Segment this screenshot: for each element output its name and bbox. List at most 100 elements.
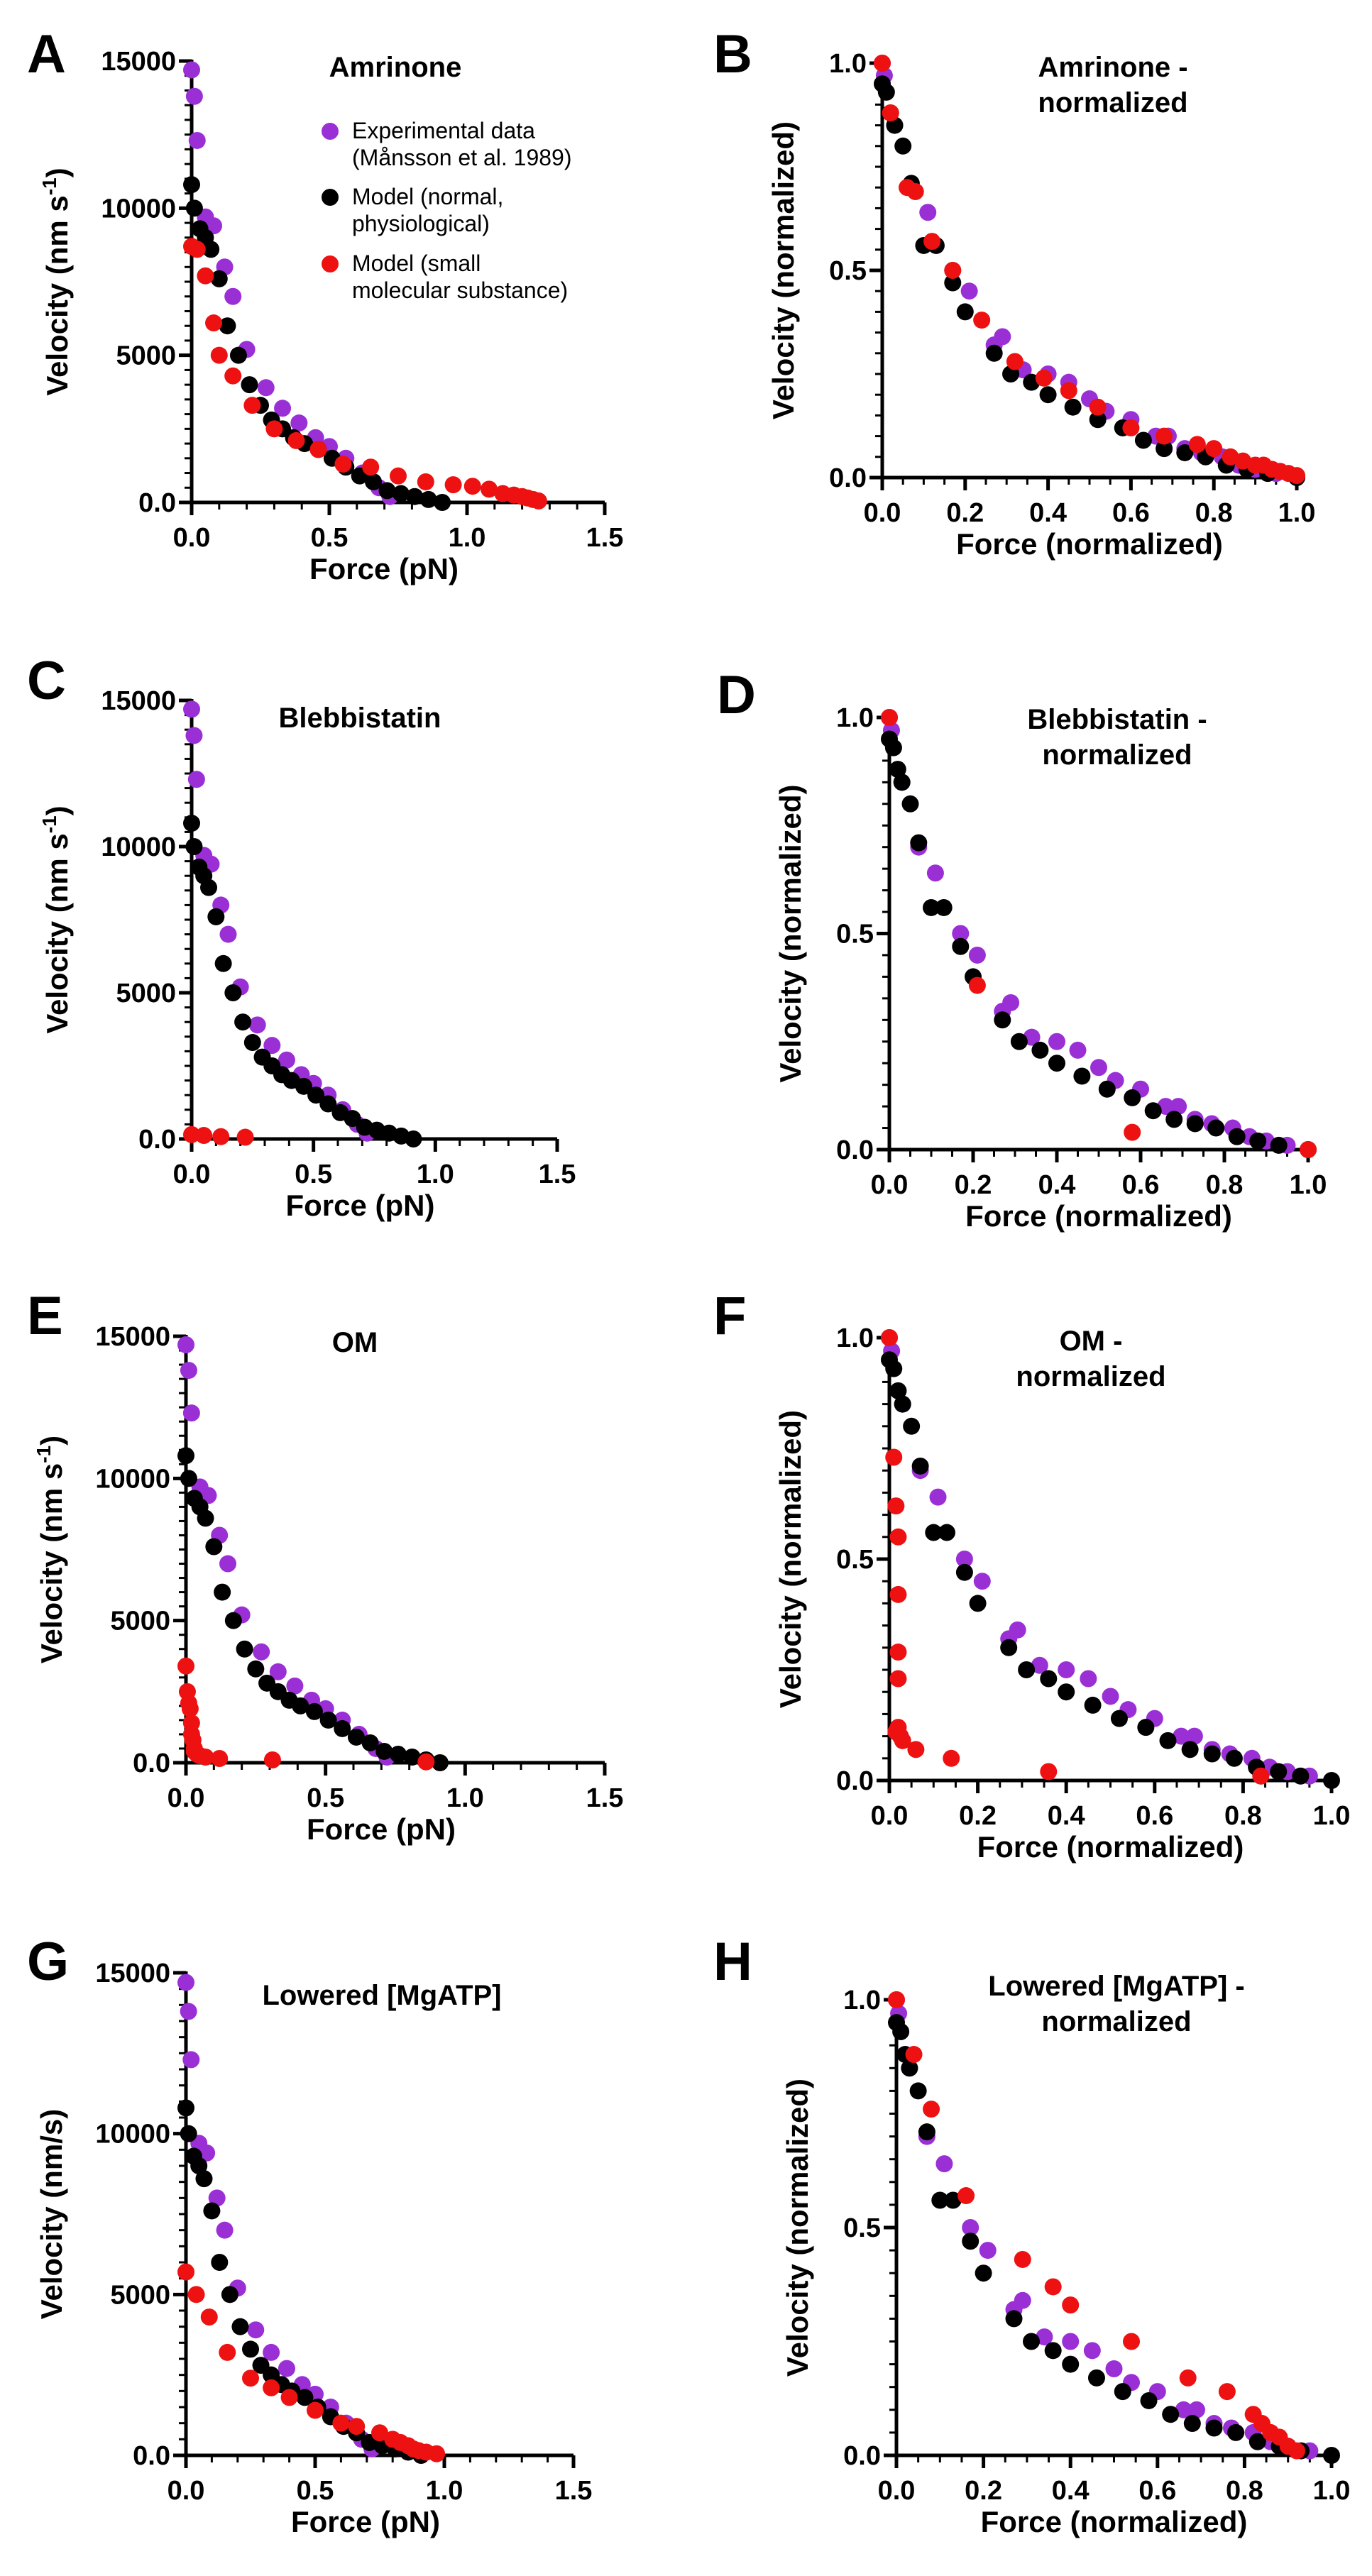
y-tick-label: 10000 <box>95 2120 170 2150</box>
chart-title: Amrinone - <box>1038 52 1187 83</box>
y-label-superscript: -1 <box>33 1446 55 1463</box>
panel-h: H Lowered [MgATP] - normalized 0.0 0.2 0.4 0.6… <box>713 1932 1350 2538</box>
data-point <box>1058 1661 1075 1678</box>
x-tick-label: 0.5 <box>297 2476 334 2506</box>
data-point <box>1252 1767 1270 1785</box>
data-point <box>1144 1102 1162 1120</box>
data-point <box>1089 411 1107 429</box>
data-point <box>224 1612 242 1629</box>
data-point <box>188 131 206 149</box>
data-point <box>180 1362 197 1380</box>
data-point <box>918 2123 935 2141</box>
x-tick-label: 0.4 <box>1029 498 1067 528</box>
series-model-normal <box>874 75 1305 486</box>
x-tick-label: 0.5 <box>295 1160 332 1189</box>
data-point <box>1205 2419 1223 2437</box>
data-point <box>362 458 380 476</box>
data-point <box>1270 1136 1288 1154</box>
data-point <box>242 2369 259 2387</box>
data-point <box>212 1128 230 1145</box>
data-point <box>185 727 203 744</box>
data-point <box>481 480 498 498</box>
data-point <box>231 2318 249 2335</box>
data-point <box>197 1509 214 1527</box>
data-point <box>1009 1621 1026 1639</box>
data-point <box>405 1130 422 1147</box>
data-point <box>207 908 225 925</box>
data-point <box>243 397 261 414</box>
data-point <box>957 2187 975 2205</box>
x-tick-label: 0.0 <box>878 2476 916 2506</box>
y-tick-label: 0.5 <box>829 256 867 286</box>
data-point <box>216 2221 234 2239</box>
data-point <box>935 898 953 916</box>
data-point <box>403 1748 421 1766</box>
y-label-end: ) <box>40 167 74 177</box>
y-tick-label: 5000 <box>116 979 176 1008</box>
data-point <box>1181 1741 1199 1758</box>
data-point <box>263 1751 281 1768</box>
data-point <box>905 2046 923 2064</box>
chart-title: Lowered [MgATP] - <box>988 1971 1244 2002</box>
data-point <box>319 1711 337 1729</box>
data-point <box>292 1697 309 1714</box>
data-point <box>224 287 242 305</box>
y-axis-label: Velocity (normalized) <box>774 784 807 1082</box>
series-model-small <box>177 1657 435 1771</box>
data-point <box>269 1663 287 1680</box>
data-point <box>1105 2360 1123 2378</box>
x-tick-label: 1.0 <box>1313 2476 1351 2506</box>
x-tick-label: 0.5 <box>311 523 349 553</box>
data-point <box>365 473 383 490</box>
y-tick-label: 5000 <box>116 341 176 371</box>
data-point <box>1005 2310 1023 2328</box>
y-tick-label: 15000 <box>95 1322 170 1352</box>
x-axis-label: Force (pN) <box>291 2505 440 2538</box>
data-point <box>1018 1661 1036 1678</box>
data-point <box>938 1524 955 1541</box>
y-tick-label: 0.5 <box>836 1545 874 1575</box>
panel-letter: D <box>717 665 756 725</box>
x-tick-label: 0.5 <box>307 1783 344 1813</box>
y-axis-label: Velocity (nm s-1) <box>38 167 74 395</box>
data-point <box>923 2101 940 2118</box>
x-tick-label: 0.2 <box>959 1801 997 1831</box>
data-point <box>177 2263 194 2281</box>
data-point <box>1205 440 1223 458</box>
x-tick-label: 0.6 <box>1136 1801 1173 1831</box>
data-point <box>1179 2369 1197 2387</box>
data-point <box>177 2099 194 2117</box>
x-tick-label: 1.5 <box>586 1783 624 1813</box>
axes <box>190 699 557 1141</box>
data-point <box>278 1051 295 1069</box>
data-point <box>183 61 200 79</box>
panel-a: A Amrinone 0.0 0.5 1.0 1.5 0.0 5000 10000 15000 Fo… <box>27 24 623 585</box>
chart-title: normalized <box>1042 739 1192 771</box>
data-point <box>305 1702 323 1720</box>
data-point <box>1173 1727 1190 1745</box>
data-point <box>278 2360 295 2377</box>
data-point <box>1114 2383 1131 2401</box>
data-point <box>1218 2383 1236 2401</box>
data-point <box>925 1524 943 1541</box>
data-point <box>242 2340 259 2358</box>
y-tick-label: 15000 <box>95 1959 170 1988</box>
data-point <box>431 1754 449 1771</box>
data-point <box>1187 2401 1205 2418</box>
legend-label: Model (small <box>352 251 481 276</box>
data-point <box>1084 1696 1102 1714</box>
data-point <box>211 1749 229 1767</box>
data-point <box>1010 1033 1028 1050</box>
data-point <box>1040 1763 1058 1780</box>
data-point <box>180 2125 197 2142</box>
x-tick-label: 0.6 <box>1138 2476 1176 2506</box>
y-label-end: ) <box>40 805 74 815</box>
chart-title: normalized <box>1016 1361 1165 1392</box>
data-point <box>985 344 1003 362</box>
data-point <box>344 1110 361 1128</box>
data-point <box>198 2144 216 2162</box>
data-point <box>309 441 327 458</box>
data-point <box>257 379 275 397</box>
data-point <box>182 1404 200 1422</box>
